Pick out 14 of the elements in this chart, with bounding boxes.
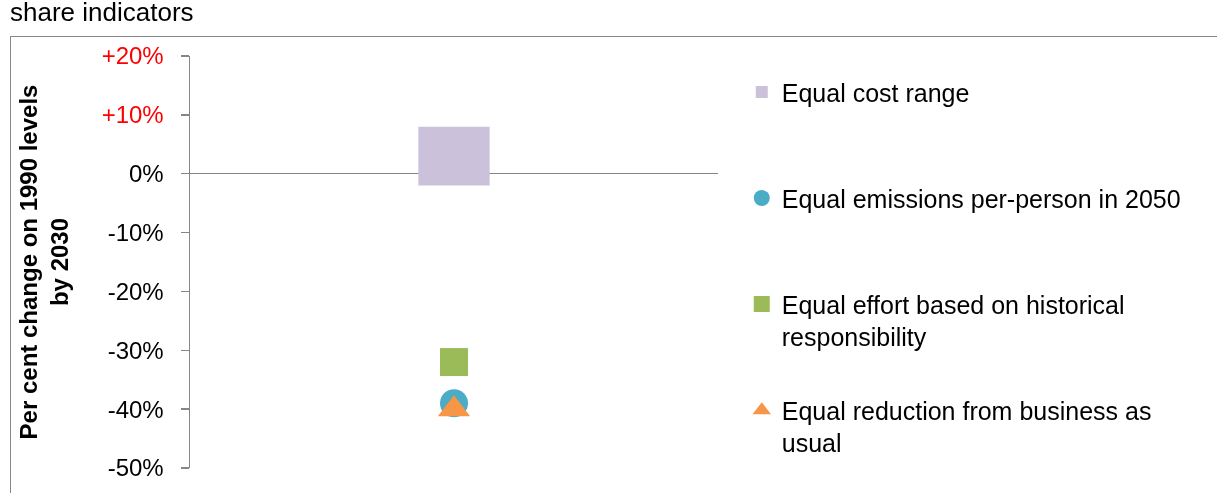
legend-label: Equal reduction from business as usual <box>781 396 1152 458</box>
legend-label: Equal emissions per-person in 2050 <box>781 184 1181 213</box>
y-tick-label: -10% <box>107 218 164 246</box>
y-tick-label: -30% <box>107 336 164 364</box>
y-tick-label: +20% <box>101 42 164 70</box>
y-tick-label: 0% <box>129 160 164 188</box>
y-tick-label: -50% <box>107 454 164 482</box>
y-tick-label: -20% <box>107 277 164 305</box>
y-tick-label: -40% <box>107 395 164 423</box>
legend-label: Equal cost range <box>781 78 970 107</box>
y-tick-label: +10% <box>101 101 164 129</box>
y-axis-title: Per cent change on 1990 levels by 2030 <box>14 84 73 440</box>
chart-title: share indicators <box>10 0 194 28</box>
legend-label: Equal effort based on historical responsibility <box>781 290 1125 352</box>
